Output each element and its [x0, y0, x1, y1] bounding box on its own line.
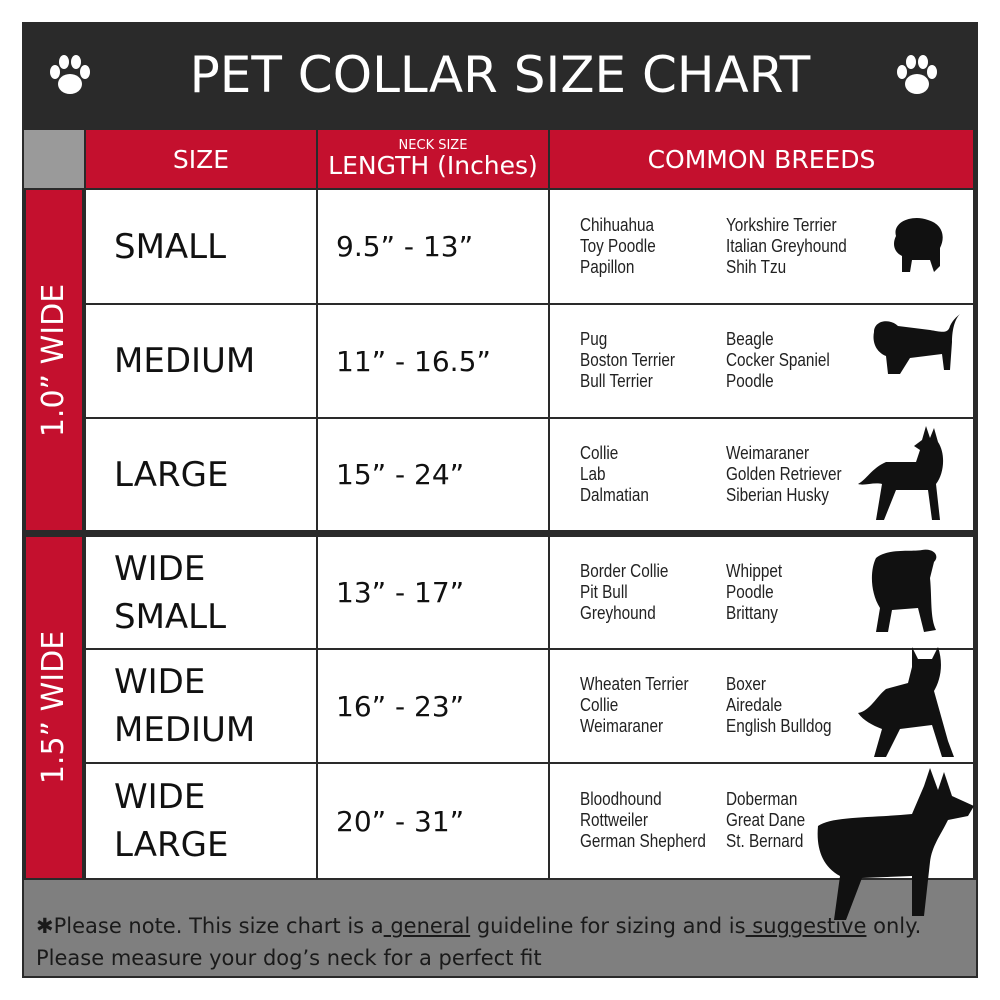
- bulldog-silhouette-icon: [871, 549, 937, 632]
- breed-name: Bloodhound: [580, 789, 662, 809]
- size-label-line1: WIDE: [114, 662, 206, 702]
- shepherd-silhouette-icon: [858, 426, 944, 520]
- breed-name: Brittany: [726, 602, 778, 623]
- breeds-cell: Pug Boston Terrier Bull Terrier Beagle Cocke…: [550, 305, 973, 417]
- note-general: general: [383, 914, 471, 938]
- note-text: only.: [866, 914, 922, 938]
- doberman-silhouette-icon: [817, 768, 974, 920]
- breeds-column: Bloodhound Rottweiler German Shepherd: [580, 789, 706, 852]
- note-suggestive: suggestive: [745, 914, 867, 938]
- breed-name: Pit Bull: [580, 581, 628, 602]
- breed-name: Chihuahua: [580, 214, 655, 235]
- note-text: ✱Please note. This size chart is a: [36, 914, 384, 938]
- breed-name: Papillon: [580, 256, 635, 277]
- size-label: MEDIUM: [114, 341, 256, 381]
- breeds-column: Collie Lab Dalmatian: [580, 443, 649, 506]
- page-title: PET COLLAR SIZE CHART: [189, 46, 811, 104]
- breed-name: Yorkshire Terrier: [726, 214, 837, 235]
- length-cell: 11” - 16.5”: [318, 305, 548, 417]
- breeds-column: Wheaten Terrier Collie Weimaraner: [580, 674, 689, 737]
- breed-name: German Shepherd: [580, 831, 706, 851]
- size-label-line2: MEDIUM: [114, 710, 256, 750]
- size-cell: WIDE LARGE: [86, 764, 316, 878]
- length-cell: 15” - 24”: [318, 419, 548, 530]
- breed-name: Toy Poodle: [580, 235, 656, 256]
- size-cell: LARGE: [86, 419, 316, 530]
- breed-name: Shih Tzu: [726, 256, 787, 277]
- footer-note: ✱Please note. This size chart is a gener…: [24, 880, 976, 976]
- header-size: SIZE: [86, 130, 316, 188]
- breed-name: Wheaten Terrier: [580, 674, 689, 694]
- size-label: SMALL: [114, 226, 227, 267]
- breed-name: Bull Terrier: [580, 371, 653, 391]
- group-label-text: 1.0” WIDE: [36, 283, 72, 437]
- breeds-column: Border Collie Pit Bull Greyhound: [580, 561, 668, 624]
- breed-name: Golden Retriever: [726, 463, 842, 484]
- breeds-column: Boxer Airedale English Bulldog: [726, 674, 831, 737]
- note-text: guideline for sizing and is: [470, 914, 746, 938]
- breed-name: Poodle: [726, 371, 774, 391]
- breed-name: English Bulldog: [726, 716, 832, 736]
- breed-name: Lab: [580, 463, 606, 484]
- breed-name: Dalmatian: [580, 484, 649, 505]
- breed-name: Greyhound: [580, 602, 656, 623]
- breed-name: Boxer: [726, 674, 766, 694]
- paw-icon: [50, 55, 90, 94]
- breeds-column: Whippet Poodle Brittany: [726, 561, 782, 624]
- size-label: LARGE: [114, 454, 229, 495]
- header-length-main: LENGTH (Inches): [328, 150, 538, 180]
- size-label-line2: LARGE: [114, 825, 229, 865]
- paw-icon: [897, 55, 937, 94]
- length-cell: 9.5” - 13”: [318, 190, 548, 303]
- breed-name: Doberman: [726, 789, 798, 809]
- note-line2: Please measure your dog’s neck for a per…: [36, 946, 542, 970]
- breed-name: Collie: [580, 695, 619, 715]
- breed-name: Poodle: [726, 581, 774, 602]
- breed-name: Weimaraner: [726, 442, 810, 463]
- breeds-column: Pug Boston Terrier Bull Terrier: [580, 329, 675, 392]
- breed-name: Great Dane: [726, 810, 806, 830]
- size-cell: WIDE MEDIUM: [86, 650, 316, 762]
- breed-name: Cocker Spaniel: [726, 350, 830, 370]
- breed-name: Siberian Husky: [726, 484, 829, 505]
- size-label-line2: SMALL: [114, 596, 227, 637]
- length-cell: 20” - 31”: [318, 764, 548, 878]
- breed-name: Rottweiler: [580, 810, 649, 830]
- size-label-line1: WIDE: [114, 548, 206, 589]
- size-cell: SMALL: [86, 190, 316, 303]
- length-cell: 16” - 23”: [318, 650, 548, 762]
- header-length: NECK SIZE LENGTH (Inches): [318, 130, 548, 188]
- breed-name: Weimaraner: [580, 716, 664, 736]
- breed-name: St. Bernard: [726, 831, 804, 851]
- breed-name: Collie: [580, 442, 619, 463]
- breeds-column: Yorkshire Terrier Italian Greyhound Shih T…: [726, 215, 847, 278]
- size-label-line1: WIDE: [114, 777, 206, 817]
- breeds-column: Chihuahua Toy Poodle Papillon: [580, 215, 656, 278]
- breed-name: Beagle: [726, 329, 774, 349]
- breeds-column: Beagle Cocker Spaniel Poodle: [726, 329, 830, 392]
- size-cell: WIDE SMALL: [86, 537, 316, 648]
- breed-name: Boston Terrier: [580, 350, 675, 370]
- breeds-column: Doberman Great Dane St. Bernard: [726, 789, 805, 852]
- group-label-text: 1.5” WIDE: [36, 630, 72, 785]
- breed-name: Airedale: [726, 695, 783, 715]
- breed-name: Pug: [580, 329, 608, 349]
- size-cell: MEDIUM: [86, 305, 316, 417]
- small-dog-silhouette-icon: [894, 217, 943, 272]
- dachshund-silhouette-icon: [873, 314, 960, 374]
- header-length-small: NECK SIZE: [398, 137, 468, 153]
- header-breeds: COMMON BREEDS: [550, 130, 973, 188]
- breed-name: Italian Greyhound: [726, 235, 847, 256]
- group-label-1-5in: 1.5” WIDE: [26, 537, 82, 878]
- breed-name: Whippet: [726, 560, 783, 581]
- breeds-column: Weimaraner Golden Retriever Siberian Husky: [726, 443, 842, 506]
- length-cell: 13” - 17”: [318, 537, 548, 648]
- corner-cell: [24, 130, 84, 188]
- breed-name: Border Collie: [580, 560, 669, 581]
- pitbull-silhouette-icon: [858, 647, 954, 757]
- group-label-1in: 1.0” WIDE: [26, 190, 82, 530]
